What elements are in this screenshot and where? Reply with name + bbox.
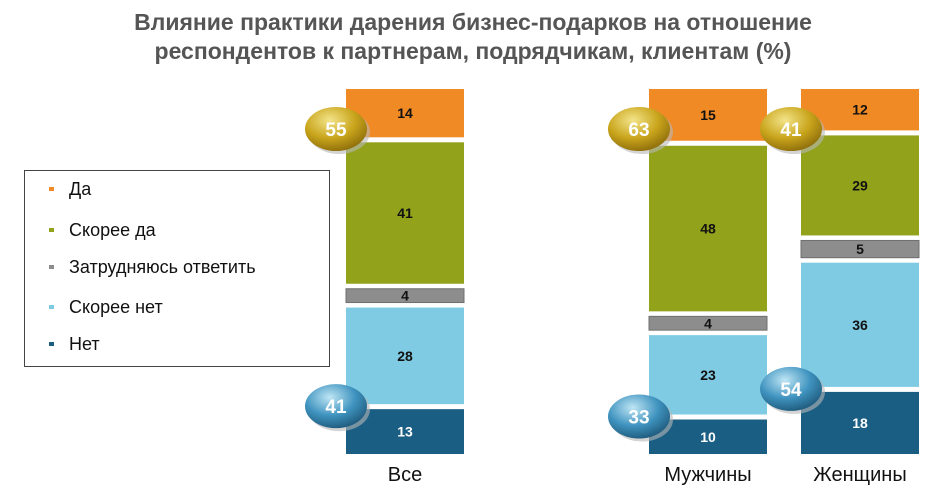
bar-value-label: 41 <box>397 205 413 221</box>
badge-ellipse <box>305 384 367 429</box>
positive-total-value: 55 <box>325 120 347 141</box>
bar-value-label: 23 <box>700 367 716 383</box>
positive-total-badge: 55 <box>305 107 370 154</box>
badge-ellipse <box>305 107 367 151</box>
bar-segment-group-2-3: 36 <box>801 262 919 387</box>
bar-segment <box>800 239 920 259</box>
category-label: Мужчины <box>664 464 751 486</box>
bar-segment-group-0-2: 4 <box>345 288 465 304</box>
bar-value-label: 12 <box>852 102 868 118</box>
negative-total-value: 33 <box>628 408 649 429</box>
badge-ellipse <box>608 107 670 151</box>
positive-total-badge: 63 <box>608 107 673 154</box>
bar-value-label: 10 <box>700 429 716 445</box>
chart-title-line-1: Влияние практики дарения бизнес-подарков… <box>134 9 812 35</box>
legend-label-zatrudnyayus: Затрудняюсь ответить <box>69 257 256 277</box>
bar-segment <box>346 142 464 284</box>
bar-value-label: 29 <box>852 177 868 193</box>
positive-total-value: 63 <box>628 120 649 141</box>
bar-segment <box>345 288 465 304</box>
badge-ellipse <box>608 394 670 439</box>
bar-segment <box>649 145 767 312</box>
bar-segment <box>649 335 767 415</box>
bar-segment-group-1-1: 48 <box>649 145 767 312</box>
bar-value-label: 36 <box>852 317 868 333</box>
bar-value-label: 18 <box>852 415 868 431</box>
badge-ellipse <box>760 366 822 411</box>
legend-label-skoree-net: Скорее нет <box>69 297 163 317</box>
bar-segment-group-2-1: 29 <box>801 135 919 236</box>
negative-total-value: 41 <box>325 397 347 418</box>
negative-total-badge: 41 <box>305 384 370 432</box>
bar-value-label: 15 <box>700 107 716 123</box>
bar-value-label: 5 <box>856 241 864 257</box>
category-label: Женщины <box>813 464 906 486</box>
bar-segment <box>648 315 768 331</box>
negative-total-badge: 54 <box>760 366 825 414</box>
legend-swatch-skoree-da <box>49 228 54 232</box>
positive-total-value: 41 <box>780 120 802 141</box>
bar-value-label: 28 <box>397 348 413 364</box>
bar-segment-group-0-4: 13 <box>346 409 464 454</box>
bar-segment-group-1-3: 23 <box>649 335 767 415</box>
bar-segment <box>801 262 919 387</box>
bar-segment <box>801 135 919 236</box>
negative-total-badge: 33 <box>608 394 673 442</box>
category-label: Все <box>388 464 422 486</box>
legend-swatch-net <box>49 342 54 346</box>
bar-segment-group-0-3: 28 <box>346 307 464 405</box>
chart-title-line-2: респондентов к партнерам, подрядчикам, к… <box>154 38 792 64</box>
bar-segment <box>346 307 464 405</box>
bar-segment-group-2-2: 5 <box>800 239 920 259</box>
bar-segment-group-1-2: 4 <box>648 315 768 331</box>
bar-value-label: 4 <box>401 288 409 304</box>
bar-segment-group-0-1: 41 <box>346 142 464 284</box>
legend-swatch-zatrudnyayus <box>49 265 54 269</box>
legend-label-da: Да <box>69 179 92 199</box>
bar-value-label: 4 <box>704 315 712 331</box>
legend-swatch-da <box>49 187 54 191</box>
legend-swatch-skoree-net <box>49 305 54 309</box>
bar-value-label: 13 <box>397 424 413 440</box>
bar-value-label: 48 <box>700 221 716 237</box>
bar-value-label: 14 <box>397 105 413 121</box>
legend-label-net: Нет <box>69 334 100 354</box>
chart-title: Влияние практики дарения бизнес-подарков… <box>0 8 946 66</box>
positive-total-badge: 41 <box>760 107 825 154</box>
badge-ellipse <box>760 107 822 151</box>
negative-total-value: 54 <box>780 380 802 401</box>
legend-label-skoree-da: Скорее да <box>69 220 156 240</box>
chart-legend: Да Скорее да Затрудняюсь ответить Скорее… <box>24 170 330 367</box>
